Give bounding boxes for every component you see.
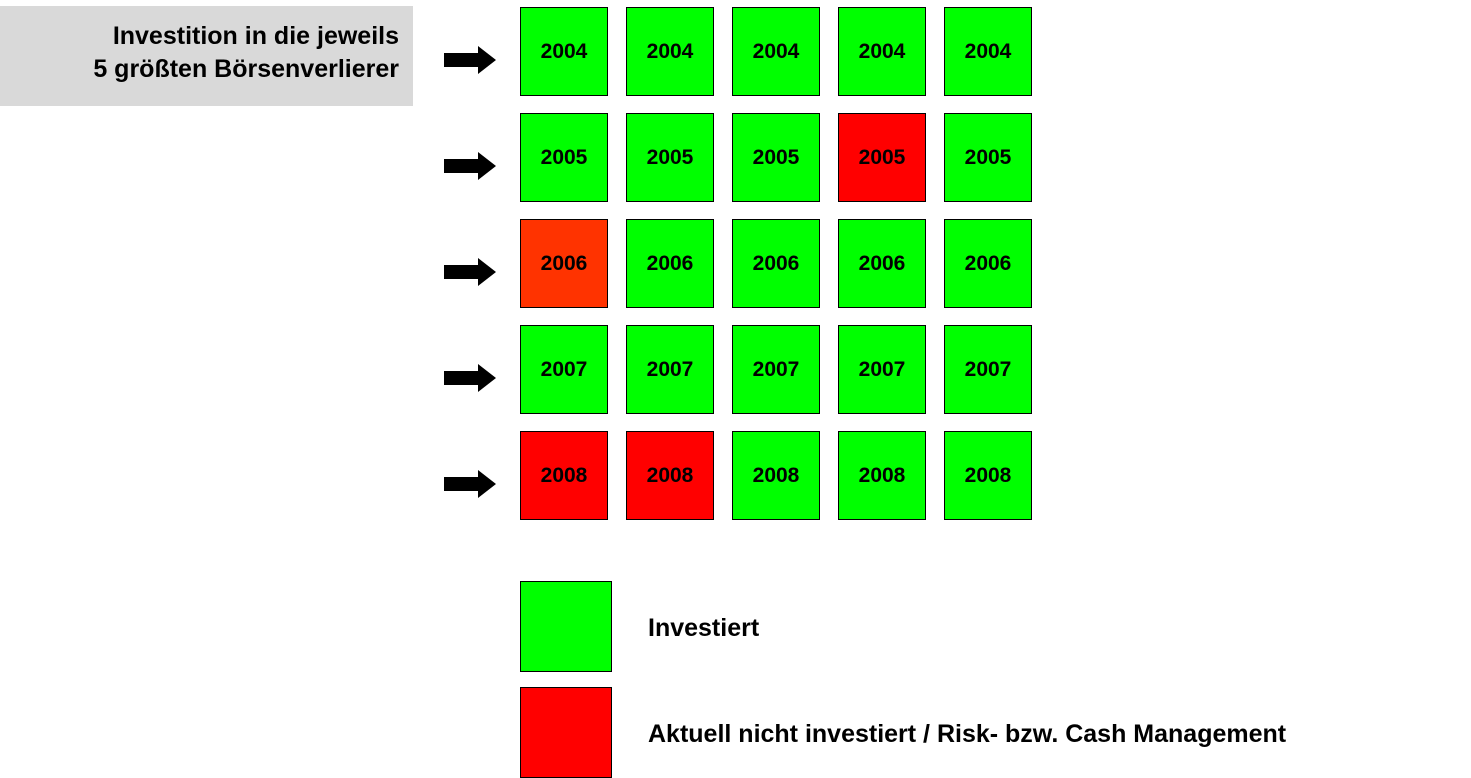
title-line-2: 5 größten Börsenverlierer [93,55,399,83]
arrow-right-icon [444,152,496,180]
year-cell: 2005 [732,113,820,202]
legend-label-invested: Investiert [648,614,760,642]
year-cell: 2008 [944,431,1032,520]
year-cell: 2004 [626,7,714,96]
title-line-1: Investition in die jeweils [112,22,399,50]
arrow-right-icon [444,258,496,286]
year-cell: 2007 [944,325,1032,414]
year-cell: 2004 [838,7,926,96]
year-cell: 2006 [944,219,1032,308]
year-cell: 2008 [838,431,926,520]
year-cell: 2004 [520,7,608,96]
year-cell: 2005 [520,113,608,202]
year-cell: 2004 [732,7,820,96]
year-cell: 2007 [732,325,820,414]
arrow-right-icon [444,364,496,392]
year-cell: 2008 [626,431,714,520]
legend-swatch-not-invested [520,687,612,778]
year-cell: 2008 [520,431,608,520]
year-cell: 2006 [626,219,714,308]
year-cell: 2005 [944,113,1032,202]
legend-swatch-invested [520,581,612,672]
arrow-right-icon [444,46,496,74]
year-cell: 2006 [732,219,820,308]
legend-label-not-invested: Aktuell nicht investiert / Risk- bzw. Ca… [648,720,1287,748]
year-cell: 2005 [626,113,714,202]
year-cell: 2005 [838,113,926,202]
year-cell: 2008 [732,431,820,520]
year-cell: 2006 [520,219,608,308]
arrow-right-icon [444,470,496,498]
year-cell: 2007 [626,325,714,414]
title-box: Investition in die jeweils 5 größten Bör… [0,6,413,106]
year-cell: 2006 [838,219,926,308]
year-cell: 2004 [944,7,1032,96]
year-cell: 2007 [838,325,926,414]
year-cell: 2007 [520,325,608,414]
